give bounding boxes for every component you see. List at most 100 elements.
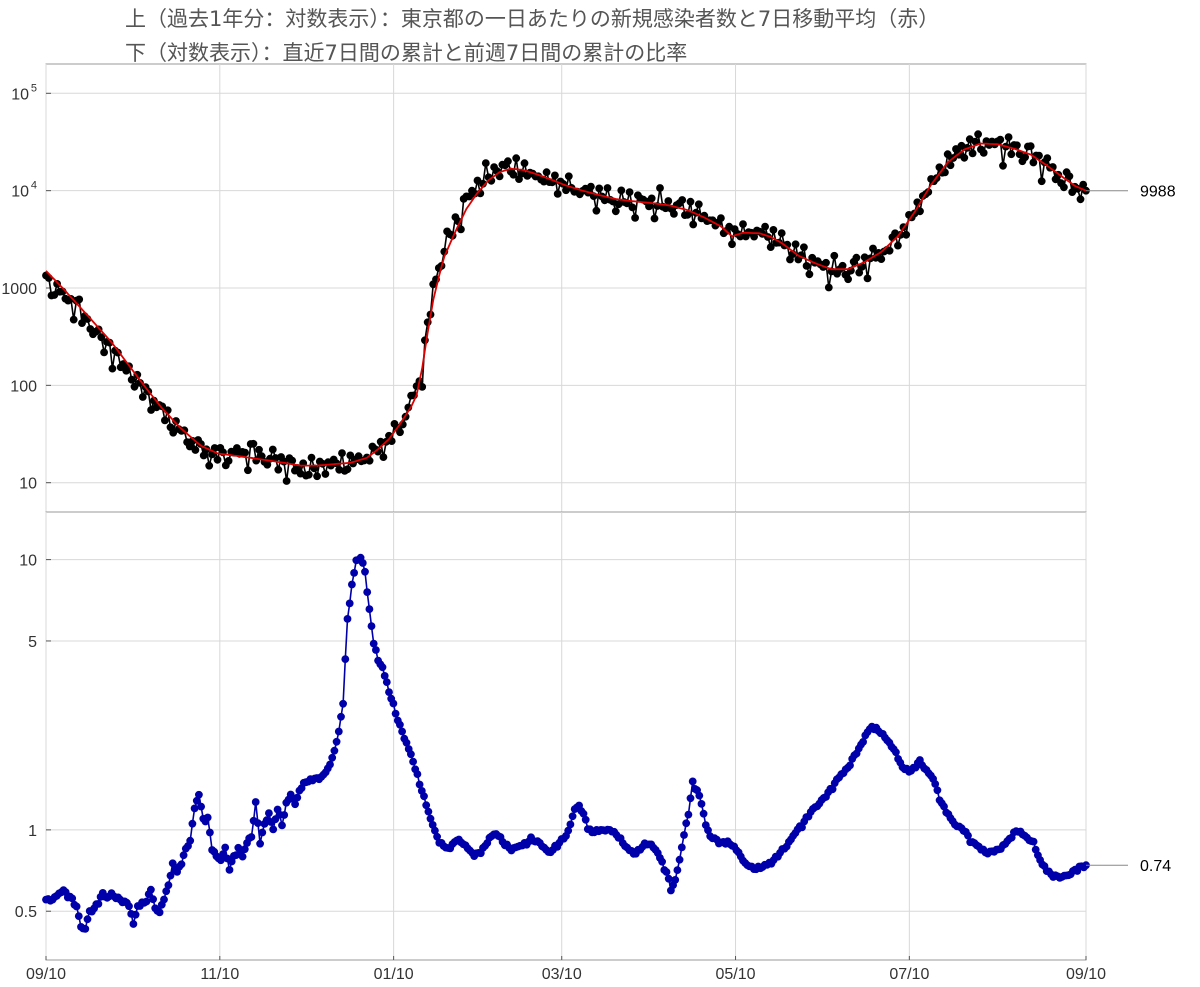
bottom-data-point <box>83 915 92 924</box>
top-data-point <box>802 262 811 270</box>
top-data-point <box>169 428 178 437</box>
x-tick-label: 01/10 <box>374 966 414 983</box>
bottom-data-point <box>72 902 81 911</box>
x-tick-label: 03/10 <box>542 966 582 983</box>
top-data-point <box>44 274 53 282</box>
bottom-data-point <box>203 813 212 822</box>
top-data-point <box>686 197 695 206</box>
top-callout-label: 9988 <box>1140 184 1176 201</box>
top-data-point <box>108 364 117 373</box>
top-data-point <box>553 190 562 198</box>
top-data-point <box>1013 141 1021 150</box>
bottom-data-point <box>254 819 262 827</box>
top-data-point <box>656 184 664 192</box>
bottom-data-point <box>197 802 206 811</box>
bottom-data-point <box>195 790 203 799</box>
top-data-point <box>1079 180 1088 189</box>
bottom-data-point <box>367 622 376 630</box>
x-axis: 09/10 11/10 01/10 03/10 05/10 07/10 09/10 <box>26 956 1106 983</box>
bottom-series <box>42 553 1090 933</box>
bottom-data-point <box>892 748 900 757</box>
top-y-tick-label: 10 <box>19 476 37 493</box>
bottom-data-point <box>680 831 688 839</box>
bottom-data-point <box>415 780 424 789</box>
top-data-point <box>647 194 656 203</box>
top-data-point <box>979 149 988 157</box>
bottom-data-point <box>337 712 345 721</box>
bottom-data-point <box>221 843 230 852</box>
bottom-data-point <box>579 809 588 818</box>
top-y-tick-label: 100 <box>10 378 37 395</box>
bottom-data-point <box>361 567 369 576</box>
top-data-point <box>1076 195 1085 204</box>
top-data-point <box>191 446 200 454</box>
top-data-point <box>999 161 1007 170</box>
bottom-data-point <box>658 857 666 866</box>
bottom-data-point <box>382 678 391 686</box>
bottom-data-point <box>697 800 706 808</box>
top-data-point <box>255 445 263 454</box>
top-data-point <box>244 466 252 475</box>
bottom-data-point <box>684 810 693 819</box>
bottom-data-point <box>662 868 671 876</box>
bottom-y-axis: 10 5 1 0.5 <box>15 553 51 921</box>
top-data-point <box>69 315 78 324</box>
top-data-point <box>852 253 861 262</box>
bottom-data-point <box>339 699 347 708</box>
top-y-tick-label: 10 <box>11 184 29 201</box>
chart-title-top: 上（過去1年分：対数表示）：東京都の一日あたりの新規感染者数と7日移動平均（赤） <box>125 7 940 31</box>
top-data-point <box>670 210 678 218</box>
top-data-point <box>282 477 291 485</box>
top-data-point <box>805 270 814 279</box>
top-data-point <box>509 170 518 179</box>
top-data-point <box>418 383 427 391</box>
bottom-data-point <box>345 599 354 608</box>
bottom-data-point <box>677 843 686 852</box>
top-data-point <box>97 333 106 342</box>
top-data-point <box>943 150 952 159</box>
top-data-point <box>664 197 673 205</box>
top-data-point <box>902 230 911 239</box>
top-data-point <box>769 226 778 234</box>
top-data-point <box>313 472 321 481</box>
top-data-point <box>1021 153 1029 162</box>
bottom-data-point <box>291 800 299 809</box>
bottom-data-point <box>378 663 387 672</box>
top-data-point <box>130 382 139 391</box>
top-data-point <box>321 470 330 478</box>
bottom-data-point <box>186 836 195 845</box>
x-tick-label: 11/10 <box>200 966 239 983</box>
top-data-point <box>1035 151 1043 160</box>
bottom-data-point <box>380 672 389 680</box>
top-data-point <box>683 210 692 219</box>
bottom-data-point <box>365 605 374 613</box>
top-data-point <box>138 393 147 401</box>
top-data-point <box>617 186 626 195</box>
bottom-callout-label: 0.74 <box>1140 858 1171 875</box>
bottom-data-point <box>699 809 708 818</box>
bottom-data-point <box>369 639 378 648</box>
top-data-point <box>750 232 758 241</box>
bottom-data-point <box>190 804 199 813</box>
chart-title-bottom: 下（対数表示）：直近7日間の累計と前週7日間の累計の比率 <box>125 41 688 65</box>
top-data-point <box>916 207 924 216</box>
top-data-point <box>241 448 250 457</box>
top-data-point <box>645 202 653 211</box>
bottom-data-point <box>402 738 411 747</box>
bottom-data-point <box>94 900 103 908</box>
top-data-point <box>1029 158 1038 167</box>
bottom-data-point <box>671 876 680 884</box>
x-tick-label: 07/10 <box>889 966 929 983</box>
top-data-point <box>520 159 529 168</box>
bottom-data-point <box>332 737 341 746</box>
top-data-point <box>587 182 595 191</box>
x-tick-label: 05/10 <box>716 966 756 983</box>
top-data-point <box>1065 172 1074 181</box>
top-data-point <box>512 154 521 163</box>
top-data-point <box>172 417 180 425</box>
top-y-tick-exponent: 5 <box>31 82 37 94</box>
top-data-point <box>268 445 277 454</box>
bottom-series-line-0 <box>45 556 1087 930</box>
